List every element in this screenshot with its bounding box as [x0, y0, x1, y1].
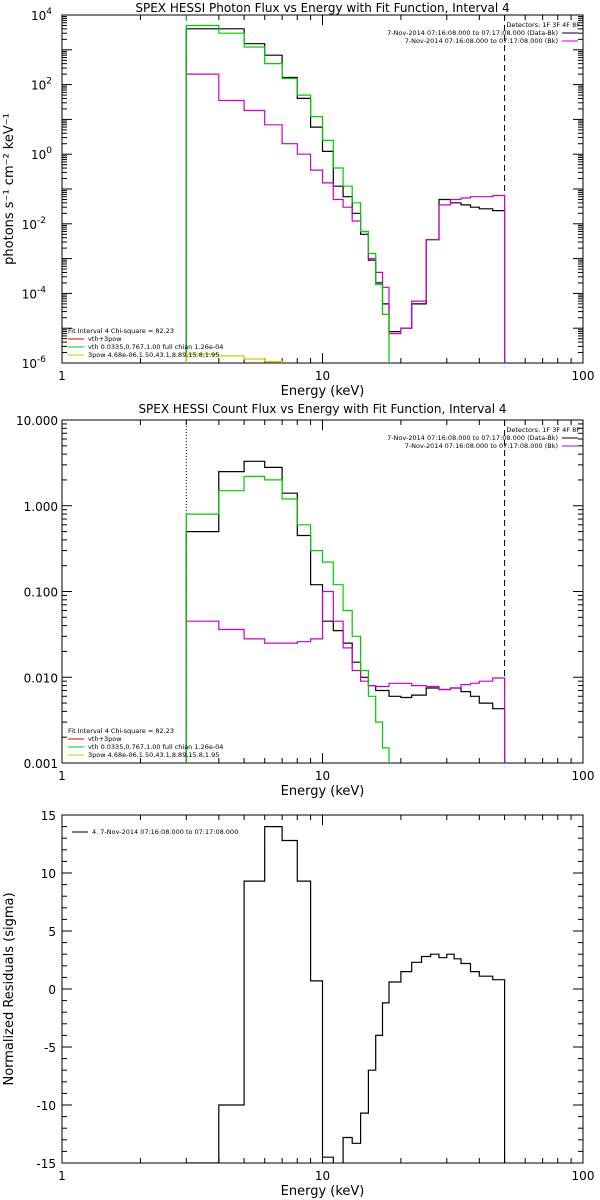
legend-entry-text: 3pow 4.68e-06,1.50,43.1,8.89,15.8,1.95 — [88, 351, 219, 359]
y-tick-label: 10.000 — [16, 414, 58, 428]
y-tick-label: 0.010 — [24, 671, 58, 685]
y-tick-label: 0.001 — [24, 757, 58, 771]
y-tick-label: 10-2 — [22, 216, 46, 232]
y-axis-label: photons s⁻¹ cm⁻² keV⁻¹ — [2, 113, 17, 265]
x-axis-label: Energy (keV) — [281, 1184, 365, 1199]
x-tick-label: 1 — [58, 369, 66, 383]
y-tick-label: 102 — [31, 77, 52, 93]
x-axis-label: Energy (keV) — [281, 384, 365, 399]
y-tick-label: -15 — [36, 1157, 56, 1171]
x-tick-label: 1 — [58, 1169, 66, 1183]
series-line-2 — [185, 73, 506, 363]
legend-entry-text: 7-Nov-2014 07:16:08.000 to 07:17:08.000 … — [387, 434, 558, 442]
chart-2: SPEX HESSI Count Flux vs Energy with Fit… — [16, 402, 594, 799]
legend-entry-text: 7-Nov-2014 07:16:08.000 to 07:17:08.000 … — [405, 37, 558, 45]
series-line-2 — [185, 590, 506, 763]
series-line-4 — [185, 353, 283, 363]
y-tick-label: -5 — [44, 1041, 56, 1055]
series-line-3 — [185, 24, 390, 363]
x-tick-label: 10 — [315, 369, 330, 383]
legend-header: Fit Interval 4 Chi-square = 82.23 — [68, 327, 174, 335]
y-axis-label: Normalized Residuals (sigma) — [2, 892, 17, 1085]
plot-area — [186, 826, 506, 1163]
y-tick-label: 10-4 — [22, 285, 47, 301]
legend-entry-text: 7-Nov-2014 07:16:08.000 to 07:17:08.000 … — [405, 442, 558, 450]
legend-entry-text: vth+3pow — [88, 735, 122, 743]
chart-title: SPEX HESSI Photon Flux vs Energy with Fi… — [135, 1, 509, 15]
x-tick-label: 100 — [572, 1169, 595, 1183]
y-tick-label: 100 — [31, 146, 52, 162]
x-tick-label: 100 — [572, 369, 595, 383]
y-tick-label: 1.000 — [24, 500, 58, 514]
y-tick-label: -10 — [36, 1099, 56, 1113]
x-tick-label: 100 — [572, 769, 595, 783]
legend-entry-text: vth 0.0335,0.767,1.00 full chian 1.26e-0… — [88, 343, 223, 351]
legend-entry-text: 7-Nov-2014 07:16:08.000 to 07:17:08.000 … — [387, 29, 558, 37]
legend-entry-text: vth 0.0335,0.767,1.00 full chian 1.26e-0… — [88, 743, 223, 751]
series-line-3 — [185, 475, 390, 763]
y-tick-label: 0 — [48, 983, 56, 997]
legend-entry-text: vth+3pow — [88, 335, 122, 343]
x-tick-label: 10 — [315, 1169, 330, 1183]
y-tick-label: 10 — [41, 867, 56, 881]
legend-header: Detectors: 1F 3F 4F 8F — [506, 21, 580, 29]
chart-3: 1 10 100 -15 -10 -5 0 5 10 15 Energy (keV) Normaliz… — [2, 809, 594, 1199]
chart-1: SPEX HESSI Photon Flux vs Energy with Fi… — [2, 1, 594, 399]
legend-entry-text: 4. 7-Nov-2014 07:16:08.000 to 07:17:08.0… — [92, 828, 238, 836]
chart-title: SPEX HESSI Count Flux vs Energy with Fit… — [138, 402, 506, 416]
y-tick-label: 15 — [41, 809, 56, 823]
x-tick-label: 1 — [58, 769, 66, 783]
plot-area — [185, 420, 506, 763]
series-line-1 — [185, 28, 506, 363]
plot-area — [185, 15, 506, 363]
legend-header: Detectors: 1F 3F 4F 8F — [506, 426, 580, 434]
y-tick-label: 0.100 — [24, 586, 58, 600]
x-axis-label: Energy (keV) — [281, 784, 365, 799]
legend-entry-text: 3pow 4.68e-06,1.50,43.1,8.89,15.8,1.95 — [88, 751, 219, 759]
x-tick-label: 10 — [315, 769, 330, 783]
y-tick-label: 104 — [31, 7, 52, 23]
legend-header: Fit Interval 4 Chi-square = 82.23 — [68, 727, 174, 735]
series-line-1 — [186, 826, 506, 1163]
y-tick-label: 5 — [48, 925, 56, 939]
y-tick-label: 10-6 — [22, 355, 47, 371]
series-line-1 — [185, 460, 506, 763]
